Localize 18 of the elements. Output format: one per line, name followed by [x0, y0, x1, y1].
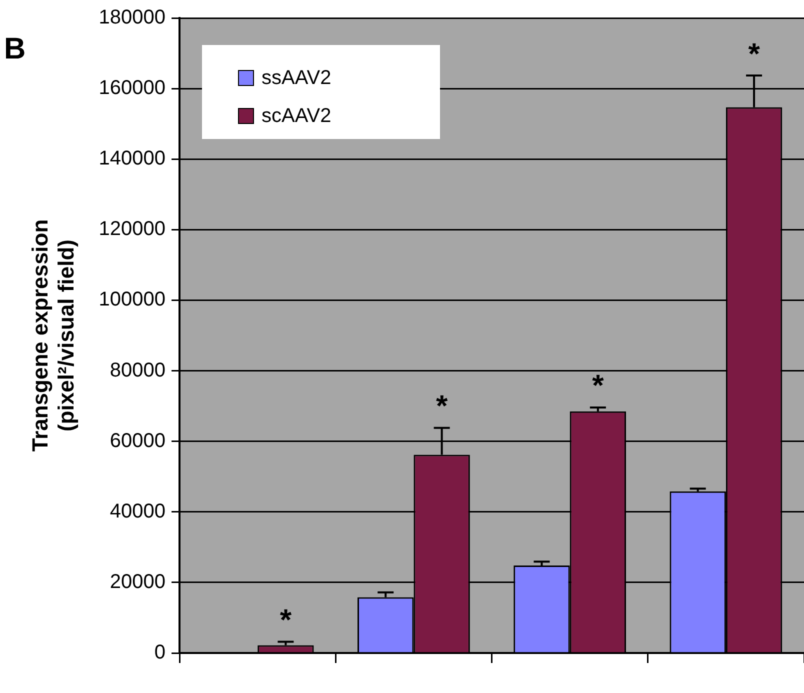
- y-tick-label: 80000: [110, 359, 166, 382]
- annotation: *: [748, 38, 760, 71]
- y-tick-label: 20000: [110, 570, 166, 593]
- y-tick-label: 160000: [98, 77, 166, 100]
- y-tick-label: 100000: [98, 288, 166, 311]
- y-tick-label: 0: [154, 642, 166, 664]
- annotation: *: [592, 370, 604, 403]
- annotation: *: [280, 604, 292, 637]
- y-tick-label: 120000: [98, 218, 166, 240]
- annotation: *: [436, 390, 448, 424]
- legend-label: scAAV2: [262, 104, 332, 128]
- y-tick-label: 60000: [110, 430, 166, 452]
- y-axis-title: Transgene expression (pixel²/visual field): [27, 219, 79, 452]
- legend-label: ssAAV2: [262, 66, 332, 90]
- y-tick-label: 40000: [110, 500, 166, 522]
- y-tick-label: 140000: [98, 148, 166, 170]
- text: B: [4, 32, 26, 66]
- y-tick-label: 180000: [98, 6, 166, 29]
